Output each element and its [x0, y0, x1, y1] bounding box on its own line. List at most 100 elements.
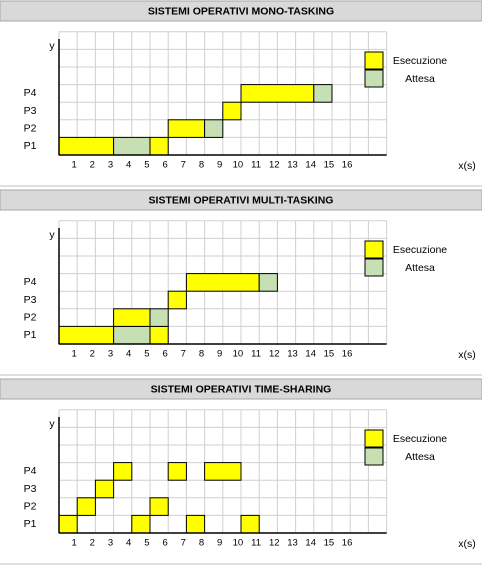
- chart2-x-tick-12: 12: [269, 349, 280, 360]
- chart2-x-tick-5: 5: [144, 349, 149, 360]
- chart3-x-tick-3: 3: [108, 538, 113, 549]
- chart3-x-tick-5: 5: [144, 538, 149, 549]
- chart2-title-band: [0, 189, 482, 211]
- chart3-title-band: [0, 378, 482, 400]
- chart1-title-band: [0, 0, 482, 22]
- chart2-x-tick-4: 4: [126, 349, 131, 360]
- chart1-x-tick-15: 15: [324, 160, 335, 171]
- chart2-title: SISTEMI OPERATIVI MULTI-TASKING: [149, 194, 334, 206]
- chart2-y-label: y: [49, 229, 55, 241]
- chart3-x-tick-16: 16: [342, 538, 353, 549]
- chart1-segment-p4-7: [313, 84, 333, 103]
- chart1-x-tick-6: 6: [162, 160, 167, 171]
- chart3-x-tick-4: 4: [126, 538, 131, 549]
- chart1-segment-p1-1: [113, 136, 151, 156]
- chart3-segment-p2-5: [149, 497, 169, 516]
- chart1-segment-p3-5: [222, 101, 242, 121]
- chart3-x-tick-13: 13: [287, 538, 298, 549]
- chart1-legend-label-2: Attesa: [405, 73, 435, 85]
- chart1-x-tick-12: 12: [269, 160, 280, 171]
- chart1-x-tick-9: 9: [217, 160, 222, 171]
- chart2-x-tick-13: 13: [287, 349, 298, 360]
- chart2-x-tick-3: 3: [108, 349, 113, 360]
- chart2-segment-p3-5: [167, 290, 187, 310]
- chart1-row-label-p1: P1: [24, 140, 37, 152]
- chart1-x-tick-16: 16: [342, 160, 353, 171]
- chart3-x-tick-7: 7: [181, 538, 186, 549]
- chart3-x-tick-12: 12: [269, 538, 280, 549]
- chart3-segment-p3-2: [94, 479, 115, 499]
- chart3-segment-p1-0: [58, 514, 78, 534]
- chart1-x-label: x(s): [458, 160, 476, 172]
- chart3-x-tick-2: 2: [90, 538, 95, 549]
- chart2-segment-p4-6: [185, 273, 260, 292]
- chart2-x-tick-1: 1: [71, 349, 76, 360]
- chart2-segment-p1-2: [149, 325, 169, 345]
- chart3-row-label-p4: P4: [24, 465, 37, 477]
- chart1-title: SISTEMI OPERATIVI MONO-TASKING: [148, 5, 334, 17]
- chart2-x-label: x(s): [458, 349, 476, 361]
- chart2-segment-p1-1: [113, 325, 151, 345]
- chart2-x-tick-14: 14: [305, 349, 316, 360]
- chart3-legend-swatch-1: [364, 429, 384, 448]
- chart3-row-label-p2: P2: [24, 500, 37, 512]
- chart1-segment-p4-6: [240, 84, 315, 103]
- chart3-legend-label-1: Esecuzione: [393, 433, 447, 445]
- chart1-x-tick-5: 5: [144, 160, 149, 171]
- chart1-x-tick-11: 11: [251, 160, 261, 171]
- chart2-row-label-p4: P4: [24, 276, 37, 288]
- chart3-x-tick-6: 6: [162, 538, 167, 549]
- chart3-segment-p4-6: [167, 462, 187, 481]
- chart3-legend-label-2: Attesa: [405, 451, 435, 463]
- chart2-x-tick-15: 15: [324, 349, 335, 360]
- chart3-x-tick-15: 15: [324, 538, 335, 549]
- chart2-x-tick-7: 7: [181, 349, 186, 360]
- chart1-legend-swatch-1: [364, 51, 384, 70]
- chart1-segment-p1-2: [149, 136, 169, 156]
- chart2-x-tick-8: 8: [199, 349, 204, 360]
- chart1-segment-p1-0: [58, 136, 115, 156]
- chart1-x-tick-1: 1: [71, 160, 76, 171]
- chart3-y-label: y: [49, 418, 55, 430]
- chart3-x-tick-10: 10: [233, 538, 244, 549]
- chart1-legend-label-1: Esecuzione: [393, 55, 447, 67]
- chart1-segment-p2-4: [204, 119, 224, 138]
- chart1-x-tick-10: 10: [233, 160, 244, 171]
- chart2-x-tick-10: 10: [233, 349, 244, 360]
- chart1-segment-p2-3: [167, 119, 206, 138]
- chart3-segment-p4-3: [113, 462, 133, 481]
- chart1-x-tick-4: 4: [126, 160, 131, 171]
- chart2-row-label-p2: P2: [24, 311, 37, 323]
- chart3-x-label: x(s): [458, 538, 476, 550]
- chart3-x-tick-9: 9: [217, 538, 222, 549]
- chart3-row-label-p3: P3: [24, 483, 37, 495]
- chart2-legend-label-1: Esecuzione: [393, 244, 447, 256]
- chart1-row-label-p3: P3: [24, 105, 37, 117]
- chart3-x-tick-14: 14: [305, 538, 316, 549]
- chart1-y-label: y: [49, 40, 55, 52]
- chart2-segment-p1-0: [58, 325, 115, 345]
- chart3-segment-p1-7: [185, 514, 206, 534]
- chart1-x-tick-13: 13: [287, 160, 298, 171]
- chart2-segment-p2-4: [149, 308, 169, 327]
- chart2-segment-p2-3: [113, 308, 151, 327]
- chart2-x-tick-16: 16: [342, 349, 353, 360]
- chart3-x-tick-8: 8: [199, 538, 204, 549]
- chart1-row-label-p4: P4: [24, 87, 37, 99]
- chart2-x-tick-11: 11: [251, 349, 261, 360]
- chart3-legend-swatch-2: [364, 447, 384, 466]
- chart1-x-tick-7: 7: [181, 160, 186, 171]
- chart1-x-tick-8: 8: [199, 160, 204, 171]
- chart2-legend-swatch-1: [364, 240, 384, 259]
- chart1-legend-swatch-2: [364, 69, 384, 88]
- chart2-legend-swatch-2: [364, 258, 384, 277]
- chart3-segment-p1-9: [240, 514, 260, 534]
- chart3-title: SISTEMI OPERATIVI TIME-SHARING: [151, 383, 332, 395]
- chart1-x-tick-14: 14: [305, 160, 316, 171]
- chart2-x-tick-6: 6: [162, 349, 167, 360]
- chart1-x-tick-3: 3: [108, 160, 113, 171]
- chart3-segment-p1-4: [131, 514, 151, 534]
- chart3-x-tick-11: 11: [251, 538, 261, 549]
- chart3-row-label-p1: P1: [24, 518, 37, 530]
